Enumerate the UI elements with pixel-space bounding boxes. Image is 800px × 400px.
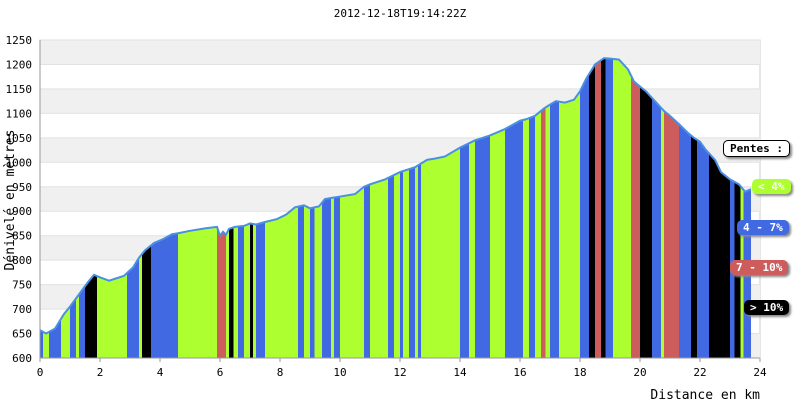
slope-band <box>605 58 613 358</box>
x-tick-label: 2 <box>97 366 104 379</box>
y-tick-label: 1200 <box>6 58 33 71</box>
slope-band <box>734 58 741 358</box>
legend-item-lt4: < 4% <box>752 179 791 194</box>
x-tick-label: 0 <box>37 366 44 379</box>
grid-band <box>40 40 760 65</box>
y-tick-label: 1050 <box>6 132 33 145</box>
legend-item-gt10: > 10% <box>744 300 790 315</box>
slope-band <box>505 58 523 358</box>
x-tick-label: 8 <box>277 366 284 379</box>
slope-band <box>664 58 679 358</box>
slope-band <box>652 58 661 358</box>
x-tick-label: 4 <box>157 366 164 379</box>
slope-band <box>322 58 331 358</box>
y-tick-label: 650 <box>12 328 32 341</box>
y-tick-label: 900 <box>12 205 32 218</box>
slope-band <box>595 58 601 358</box>
x-tick-label: 16 <box>513 366 526 379</box>
slope-band <box>298 58 304 358</box>
legend-title: Pentes : <box>723 140 790 157</box>
x-tick-label: 22 <box>693 366 706 379</box>
y-axis-title: Dénivelé en mètres <box>3 130 18 271</box>
y-tick-label: 1150 <box>6 83 33 96</box>
slope-band <box>388 58 394 358</box>
y-tick-label: 1000 <box>6 156 33 169</box>
y-tick-label: 950 <box>12 181 32 194</box>
slope-band <box>631 58 640 358</box>
legend-item-7-10: 7 - 10% <box>730 260 789 275</box>
slope-band <box>640 58 652 358</box>
y-tick-label: 850 <box>12 230 32 243</box>
y-tick-label: 700 <box>12 303 32 316</box>
slope-band <box>529 58 535 358</box>
slope-band <box>580 58 589 358</box>
slope-band <box>743 58 751 358</box>
x-tick-label: 6 <box>217 366 224 379</box>
slope-band <box>400 58 403 358</box>
y-tick-label: 750 <box>12 279 32 292</box>
slope-band <box>601 58 606 358</box>
x-axis-title: Distance en km <box>650 388 760 400</box>
slope-band <box>541 58 546 358</box>
x-tick-label: 24 <box>753 366 767 379</box>
y-tick-label: 1100 <box>6 107 33 120</box>
slope-band <box>691 58 697 358</box>
slope-band <box>550 58 559 358</box>
y-tick-label: 1250 <box>6 34 33 47</box>
slope-band <box>589 58 595 358</box>
x-tick-label: 14 <box>453 366 467 379</box>
x-tick-label: 10 <box>333 366 346 379</box>
chart-title: 2012-12-18T19:14:22Z <box>334 7 467 20</box>
x-tick-label: 18 <box>573 366 586 379</box>
y-tick-label: 600 <box>12 352 32 365</box>
y-tick-label: 800 <box>12 254 32 267</box>
x-tick-label: 20 <box>633 366 646 379</box>
slope-band <box>334 58 340 358</box>
slope-band <box>409 58 415 358</box>
slope-band <box>730 58 735 358</box>
profile-line <box>39 57 752 335</box>
legend-item-4-7: 4 - 7% <box>737 220 789 235</box>
axes: 600 650 700 750 800 850 900 950 1000 1050 1100 1150… <box>6 34 767 379</box>
x-tick-label: 12 <box>393 366 406 379</box>
slope-band <box>364 58 370 358</box>
slope-band <box>460 58 469 358</box>
slope-band <box>418 58 421 358</box>
